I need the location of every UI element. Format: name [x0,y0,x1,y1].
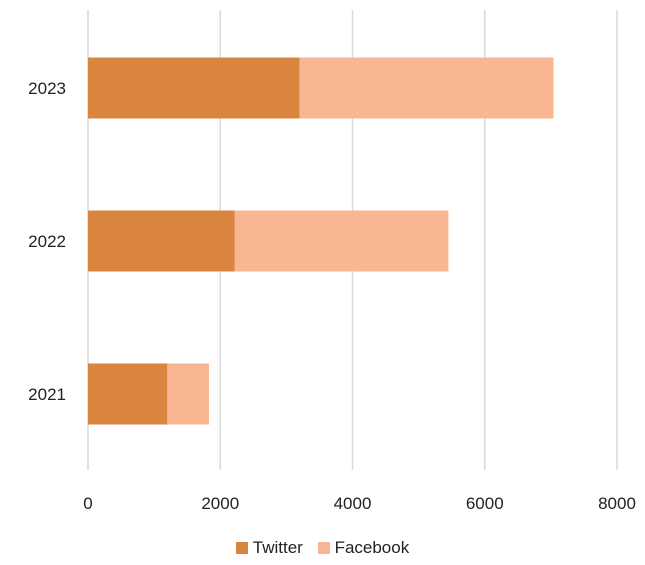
x-axis-ticks: 0 2000 4000 6000 8000 [83,494,636,513]
bar-facebook-2021 [167,363,210,425]
bar-facebook-2023 [299,57,554,119]
x-tick-label: 2000 [201,494,239,513]
y-category-label: 2021 [28,385,66,404]
legend-swatch-twitter [235,542,248,554]
bar-twitter-2023 [88,57,300,119]
x-tick-label: 0 [83,494,92,513]
legend-swatch-facebook [317,542,330,554]
legend-label-facebook: Facebook [334,538,410,557]
bar-twitter-2022 [88,210,235,272]
y-category-label: 2023 [28,79,66,98]
x-tick-label: 6000 [466,494,504,513]
legend-item-twitter: Twitter [235,538,303,558]
y-axis-categories: 2021 2022 2023 [28,79,66,404]
legend: Twitter Facebook [0,538,645,559]
y-category-label: 2022 [28,232,66,251]
bars [88,57,554,425]
bar-facebook-2022 [234,210,449,272]
legend-item-facebook: Facebook [317,538,410,558]
legend-label-twitter: Twitter [252,538,303,557]
bar-twitter-2021 [88,363,168,425]
x-tick-label: 4000 [334,494,372,513]
x-tick-label: 8000 [598,494,636,513]
